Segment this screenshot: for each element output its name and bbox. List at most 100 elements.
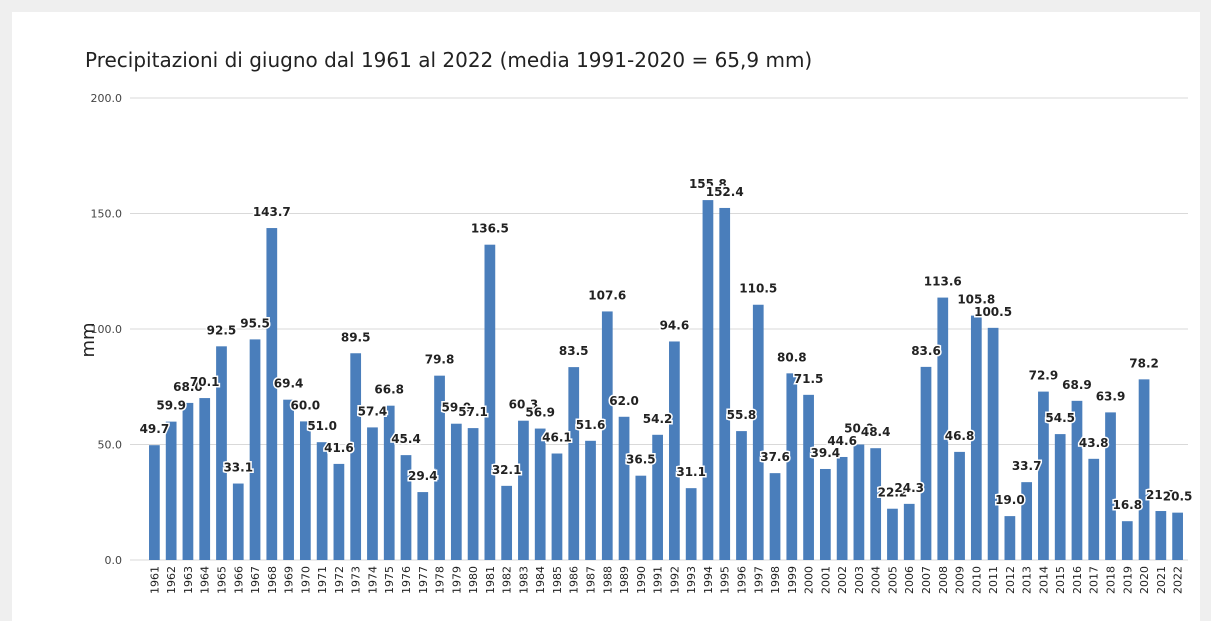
data-label: 95.5	[240, 316, 270, 330]
x-tick-label: 2001	[819, 566, 832, 594]
data-label: 59.9	[156, 399, 186, 413]
bar	[903, 503, 915, 560]
data-label: 68.9	[1062, 378, 1092, 392]
bar	[853, 444, 865, 560]
bar	[333, 463, 345, 560]
data-label: 54.5	[1045, 411, 1075, 425]
bar	[149, 445, 160, 560]
y-tick-label: 100.0	[91, 323, 123, 336]
bar	[501, 485, 513, 560]
bar	[350, 353, 362, 560]
bar	[1172, 512, 1183, 560]
data-label: 71.5	[794, 372, 824, 386]
x-tick-label: 1996	[735, 566, 748, 594]
bar	[786, 373, 798, 560]
data-label: 70.1	[190, 375, 220, 389]
bar	[920, 366, 932, 560]
x-tick-label: 2015	[1054, 566, 1067, 594]
bar	[518, 420, 529, 560]
data-label: 83.5	[559, 344, 589, 358]
bar	[1038, 391, 1049, 560]
x-tick-label: 1974	[366, 566, 379, 594]
x-tick-label: 1976	[400, 566, 413, 594]
x-tick-label: 1963	[182, 566, 195, 594]
data-label: 63.9	[1096, 389, 1126, 403]
bar	[669, 341, 680, 560]
bar	[987, 327, 999, 560]
bar	[1121, 521, 1133, 560]
data-label: 80.8	[777, 350, 807, 364]
bar	[165, 421, 177, 560]
bar	[199, 398, 211, 560]
data-label: 72.9	[1029, 369, 1059, 383]
data-label: 152.4	[706, 185, 744, 199]
data-label: 31.1	[676, 465, 706, 479]
x-tick-label: 2020	[1138, 566, 1151, 594]
bar	[316, 442, 328, 560]
data-label: 32.1	[492, 463, 522, 477]
data-label: 59.0	[442, 401, 472, 415]
data-label: 89.5	[341, 330, 371, 344]
x-tick-label: 1971	[316, 566, 329, 594]
bar	[182, 402, 194, 560]
data-label: 100.5	[974, 305, 1012, 319]
bar	[970, 315, 982, 560]
x-tick-label: 1978	[434, 566, 447, 594]
data-label: 68.0	[173, 380, 203, 394]
data-label: 19.0	[995, 493, 1025, 507]
x-tick-label: 2022	[1172, 566, 1185, 594]
x-tick-label: 2004	[870, 566, 883, 594]
bar	[383, 405, 395, 560]
data-label: 51.0	[307, 419, 337, 433]
x-tick-label: 1994	[702, 566, 715, 594]
bar	[283, 399, 294, 560]
x-tick-label: 1993	[685, 566, 698, 594]
x-tick-label: 2007	[920, 566, 933, 594]
bar	[1088, 458, 1100, 560]
x-tick-label: 2021	[1155, 566, 1168, 594]
x-tick-label: 1979	[450, 566, 463, 594]
bar	[1054, 434, 1066, 560]
bar	[417, 492, 429, 560]
bar	[752, 304, 764, 560]
data-label: 46.1	[542, 431, 572, 445]
x-tick-label: 1992	[668, 566, 681, 594]
bar	[585, 440, 596, 560]
data-label: 37.6	[760, 450, 790, 464]
bar	[769, 473, 781, 560]
x-tick-label: 2014	[1037, 566, 1050, 594]
bar	[870, 448, 882, 560]
data-label: 46.8	[945, 429, 975, 443]
data-label: 33.1	[223, 461, 253, 475]
data-label: 36.5	[626, 453, 656, 467]
bar	[736, 431, 747, 560]
data-label: 94.6	[660, 318, 690, 332]
x-tick-label: 2009	[954, 566, 967, 594]
data-label: 41.6	[324, 441, 354, 455]
bar	[618, 416, 630, 560]
data-label: 136.5	[471, 222, 509, 236]
bar	[216, 346, 227, 560]
y-tick-label: 50.0	[98, 439, 123, 452]
bar	[601, 311, 613, 560]
data-label: 51.6	[576, 418, 606, 432]
x-tick-label: 1983	[517, 566, 530, 594]
data-label: 45.4	[391, 432, 421, 446]
bar	[249, 339, 261, 560]
bar	[1155, 511, 1167, 560]
data-label: 66.8	[374, 383, 404, 397]
x-tick-label: 2003	[853, 566, 866, 594]
x-tick-label: 1982	[501, 566, 514, 594]
x-tick-label: 1972	[333, 566, 346, 594]
bar	[954, 451, 965, 560]
data-label: 54.2	[643, 412, 673, 426]
x-tick-label: 2006	[903, 566, 916, 594]
x-tick-label: 1985	[551, 566, 564, 594]
data-label: 48.4	[861, 425, 891, 439]
data-label: 69.4	[274, 377, 304, 391]
chart-title: Precipitazioni di giugno dal 1961 al 202…	[85, 48, 812, 72]
bar	[803, 394, 814, 560]
data-label: 60.0	[291, 398, 321, 412]
x-tick-label: 1988	[601, 566, 614, 594]
